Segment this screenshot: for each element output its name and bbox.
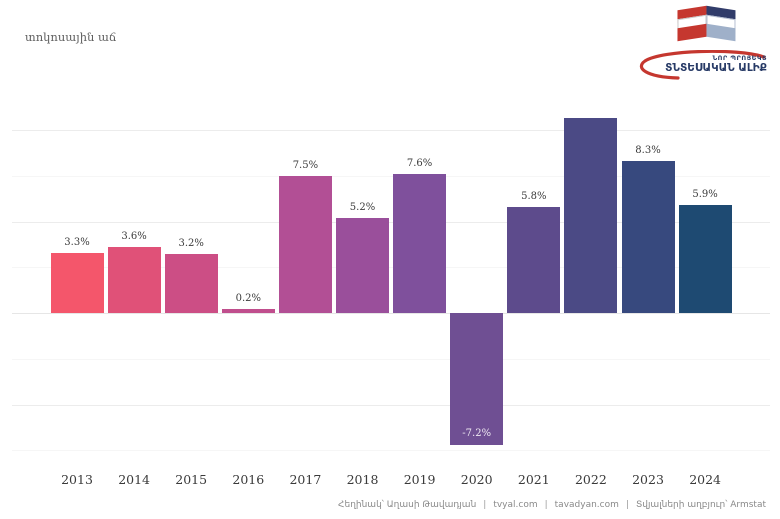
gridline <box>12 221 770 223</box>
bar-2013 <box>50 252 104 313</box>
bar-value-label-2014: 3.6% <box>121 231 147 243</box>
gridline-zero <box>12 313 770 314</box>
bar-2019 <box>393 173 447 313</box>
author-credit: Հեղինակ՝ Աղասի Թավադյան <box>338 500 477 510</box>
plot-area: 3.3% 3.6% 3.2% 0.2% 7.5% 5.2% 7.6% -7.2% 5.8% 8.3… <box>12 118 770 463</box>
x-tick-2018: 2018 <box>346 472 379 487</box>
x-axis: 2013 2014 2015 2016 2017 2018 2019 2020 2021 2022… <box>0 472 780 492</box>
x-tick-2020: 2020 <box>460 472 493 487</box>
bar-2017 <box>278 175 332 313</box>
bar-2023 <box>621 161 675 313</box>
bar-value-label-2015: 3.2% <box>178 238 204 250</box>
bar-value-label-2024: 5.9% <box>692 189 718 201</box>
tvyal-link[interactable]: tvyal.com <box>493 500 538 510</box>
bar-2020 <box>450 313 504 445</box>
separator: | <box>625 500 629 510</box>
gridline <box>12 450 770 452</box>
x-tick-2016: 2016 <box>232 472 265 487</box>
gridline <box>12 175 770 177</box>
bar-value-label-2016: 0.2% <box>235 293 261 305</box>
logo-flag-row-bottom <box>677 23 736 42</box>
x-tick-2019: 2019 <box>403 472 436 487</box>
bar-2015 <box>164 254 218 313</box>
gridline <box>12 404 770 406</box>
separator: | <box>544 500 548 510</box>
x-tick-2017: 2017 <box>289 472 322 487</box>
tavadyan-link[interactable]: tavadyan.com <box>554 500 619 510</box>
bar-value-label-2013: 3.3% <box>64 236 90 248</box>
logo-flag-graphic <box>677 5 736 42</box>
credits-footer: Հեղինակ՝ Աղասի Թավադյան | tvyal.com | tavady… <box>338 500 766 510</box>
tvyal-logo: ՆՈՐ ՊՐՈՅԵԿՏ ՏՆՏԵՍԱԿԱՆ ԱԼԻՔ <box>634 5 772 86</box>
gridline <box>12 358 770 360</box>
y-axis-note: տոկոսային աճ <box>25 30 117 44</box>
bar-2024 <box>678 205 732 313</box>
bar-2022 <box>564 118 618 313</box>
bar-value-label-2018: 5.2% <box>349 201 376 213</box>
x-tick-2014: 2014 <box>118 472 150 487</box>
bar-value-label-2021: 5.8% <box>521 190 547 202</box>
x-tick-2022: 2022 <box>574 472 607 487</box>
logo-text-line1: ՆՈՐ ՊՐՈՅԵԿՏ <box>712 54 767 62</box>
separator: | <box>483 500 487 510</box>
x-tick-2015: 2015 <box>175 472 208 487</box>
x-tick-2021: 2021 <box>517 472 550 487</box>
x-tick-2023: 2023 <box>632 472 664 487</box>
bar-2016 <box>221 309 275 313</box>
x-tick-2013: 2013 <box>61 472 93 487</box>
bar-value-label-2017: 7.5% <box>292 159 319 171</box>
x-tick-2024: 2024 <box>689 472 721 487</box>
bar-2014 <box>107 247 161 313</box>
gridline <box>12 267 770 269</box>
logo-swoosh-icon <box>639 50 766 80</box>
bar-2018 <box>336 217 389 313</box>
bar-2021 <box>507 206 561 313</box>
bar-value-label-2023: 8.3% <box>635 145 661 157</box>
logo-text-line2: ՏՆՏԵՍԱԿԱՆ ԱԼԻՔ <box>665 62 767 74</box>
data-source-credit: Տվյալների աղբյուր՝ Armstat <box>635 500 766 510</box>
gridline <box>12 130 770 131</box>
bar-value-label-2019: 7.6% <box>406 157 433 169</box>
bar-value-label-2020: -7.2% <box>462 427 492 439</box>
